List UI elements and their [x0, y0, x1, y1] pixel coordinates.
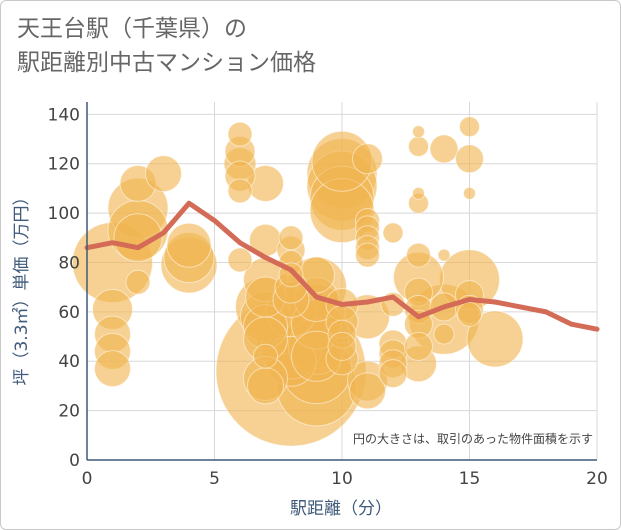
bubble-point-99 — [412, 186, 425, 200]
bubble-point-80 — [227, 247, 253, 273]
bubble-point-67 — [378, 359, 408, 389]
bubble-point-98 — [412, 125, 425, 139]
x-axis-label: 駅距離（分） — [290, 499, 392, 519]
y-tick-label-100: 100 — [48, 204, 80, 224]
bubble-point-45 — [145, 155, 182, 193]
bubble-point-60 — [352, 143, 383, 175]
bubble-point-50 — [349, 372, 386, 410]
bubble-size-note: 円の大きさは、取引のあった物件面積を示す — [353, 431, 593, 446]
y-tick-label-40: 40 — [58, 352, 80, 372]
tick-labels: 0 20 40 60 80 100 120 140 0 5 10 15 20 — [48, 105, 608, 489]
bubble-point-71 — [404, 331, 433, 361]
bubble-point-72 — [429, 134, 459, 164]
y-tick-label-120: 120 — [48, 155, 80, 175]
bubble-point-96 — [433, 323, 455, 345]
bubble-point-81 — [253, 343, 278, 369]
bubble-point-74 — [455, 144, 484, 174]
bubble-point-78 — [227, 121, 253, 147]
bubble-point-100 — [437, 248, 451, 262]
bubble-point-77 — [125, 269, 151, 295]
bubble-point-89 — [355, 242, 380, 268]
x-tick-label-10: 10 — [331, 469, 353, 489]
y-tick-label-0: 0 — [69, 451, 80, 471]
bubble-point-82 — [278, 225, 304, 251]
bubble-point-94 — [408, 135, 429, 157]
bubble-point-30 — [113, 213, 163, 263]
y-tick-label-20: 20 — [58, 402, 80, 422]
bubble-point-92 — [457, 301, 482, 327]
x-tick-label-20: 20 — [586, 469, 608, 489]
bubble-point-79 — [227, 178, 253, 204]
bubble-point-43 — [94, 350, 131, 388]
chart-title-line2: 駅距離別中古マンション価格 — [17, 50, 316, 76]
chart-title-line1: 天王台駅（千葉県）の — [17, 16, 247, 42]
bubble-point-97 — [459, 116, 480, 138]
x-tick-label-0: 0 — [82, 469, 93, 489]
x-tick-label-5: 5 — [209, 469, 220, 489]
x-tick-label-15: 15 — [459, 469, 481, 489]
y-tick-label-60: 60 — [58, 303, 80, 323]
y-axis-label: 坪（3.3㎡）単価（万円） — [12, 188, 32, 385]
bubble-point-91 — [406, 242, 431, 268]
bubble-point-63 — [327, 331, 357, 361]
y-tick-label-140: 140 — [48, 105, 80, 125]
average-price-line — [84, 200, 600, 332]
bubble-series — [72, 116, 524, 447]
axes — [86, 102, 597, 461]
bubble-point-47 — [247, 367, 284, 405]
y-tick-label-80: 80 — [58, 253, 80, 273]
bubble-point-22 — [466, 310, 524, 368]
bubble-point-93 — [382, 222, 404, 244]
bubble-point-101 — [463, 186, 476, 200]
chart-title: 天王台駅（千葉県）の 駅距離別中古マンション価格 — [17, 12, 316, 80]
bubble-point-31 — [166, 222, 212, 268]
